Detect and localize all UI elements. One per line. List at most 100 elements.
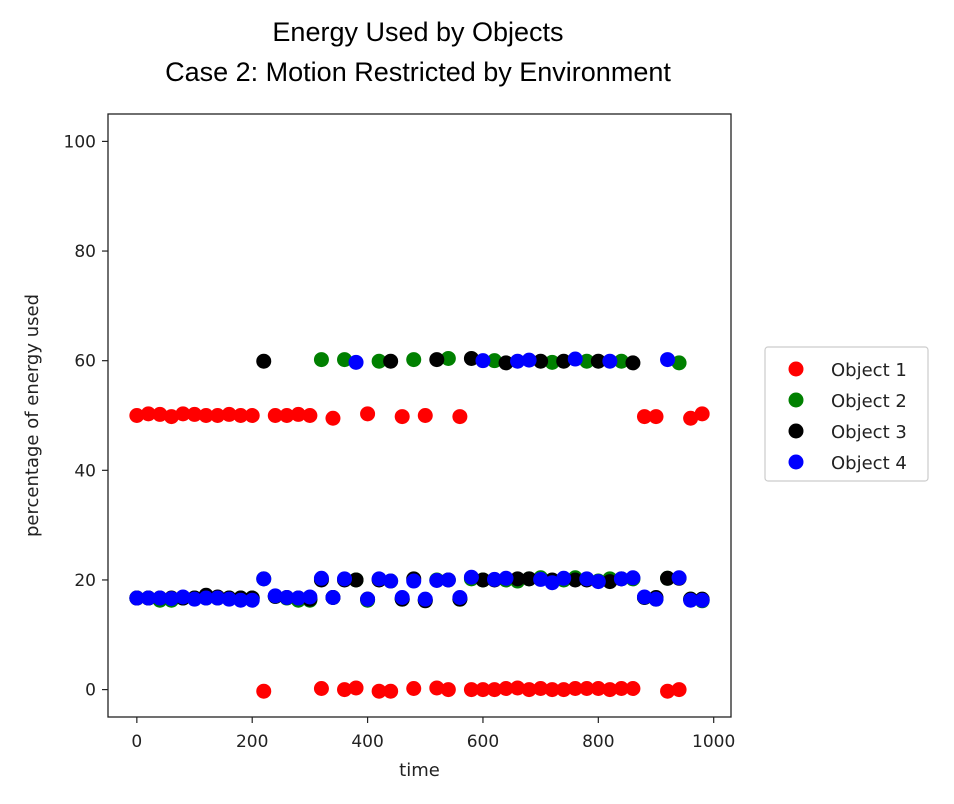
object-1-point [302, 408, 318, 423]
object-4-point [602, 353, 618, 369]
object-1-point [556, 682, 572, 698]
data-points [129, 350, 710, 699]
object-3-point [429, 352, 445, 368]
x-tick-label: 200 [236, 732, 268, 752]
object-1-point [452, 409, 468, 425]
object-4-point [244, 592, 260, 608]
object-4-point [348, 354, 364, 370]
object-1-point [163, 409, 179, 425]
object-1-point [636, 409, 652, 425]
object-3-point [521, 571, 537, 587]
object-1-point [290, 406, 306, 422]
object-1-point [394, 409, 410, 425]
object-3-point [498, 355, 514, 371]
object-4-point [233, 592, 249, 608]
object-3-point [556, 353, 572, 369]
object-4-point [210, 590, 226, 606]
legend-label-object-4: Object 4 [831, 453, 907, 474]
chart-title: Energy Used by Objects [272, 17, 564, 47]
object-4-point [406, 573, 422, 589]
object-1-point [244, 408, 260, 423]
object-4-point [510, 353, 526, 369]
object-4-point [648, 591, 664, 607]
y-tick-label: 60 [74, 352, 96, 372]
chart-subtitle: Case 2: Motion Restricted by Environment [165, 57, 671, 87]
x-tick-label: 1000 [692, 732, 735, 752]
object-4-point [175, 589, 191, 605]
object-1-point [590, 680, 606, 696]
object-1-point [360, 406, 376, 422]
object-2-point [313, 352, 329, 368]
object-1-point [579, 680, 595, 696]
object-4-point [590, 574, 606, 590]
object-4-point [556, 570, 572, 586]
object-4-point [140, 590, 156, 606]
object-1-point [279, 408, 295, 423]
object-4-point [521, 352, 537, 368]
object-2-point [371, 353, 387, 369]
object-4-point [579, 571, 595, 587]
y-tick-label: 100 [64, 132, 96, 152]
object-3-point [475, 572, 491, 588]
object-4-point [417, 591, 433, 607]
legend-label-object-1: Object 1 [831, 360, 907, 381]
object-1-point [660, 683, 676, 699]
object-4-point [463, 569, 479, 585]
object-1-point [313, 680, 329, 696]
x-tick-label: 600 [467, 732, 499, 752]
object-4-point [360, 591, 376, 607]
object-4-point [544, 575, 560, 591]
object-1-point [440, 682, 456, 698]
object-4-point [429, 573, 445, 589]
object-1-point [671, 682, 687, 698]
object-1-point [383, 683, 399, 699]
object-4-point [475, 353, 491, 369]
object-2-point [486, 353, 502, 369]
object-2-point [337, 352, 353, 368]
object-4-point [671, 570, 687, 586]
object-3-point [660, 570, 676, 586]
object-2-point [579, 353, 595, 369]
object-4-point [267, 588, 283, 604]
object-4-point [567, 351, 583, 367]
y-tick-label: 80 [74, 242, 96, 262]
object-4-point [302, 589, 318, 605]
legend-marker-object-1 [788, 361, 804, 377]
object-1-point [256, 683, 272, 699]
object-1-point [602, 682, 618, 698]
object-1-point [567, 680, 583, 696]
x-tick-label: 0 [131, 732, 142, 752]
object-3-point [625, 355, 641, 371]
object-1-point [498, 680, 514, 696]
object-3-point [602, 574, 618, 590]
object-3-point [567, 572, 583, 588]
object-4-point [498, 570, 514, 586]
object-4-point [198, 590, 214, 606]
object-1-point [486, 682, 502, 698]
legend-marker-object-2 [788, 392, 804, 408]
object-4-point [440, 572, 456, 588]
object-4-point [290, 590, 306, 606]
y-tick-label: 20 [74, 571, 96, 591]
object-1-point [152, 406, 168, 422]
x-axis-label: time [399, 760, 440, 781]
object-4-point [625, 570, 641, 586]
object-1-point [198, 408, 214, 423]
legend: Object 1 Object 2 Object 3 Object 4 [764, 346, 929, 482]
object-1-point [648, 409, 664, 425]
object-1-point [221, 406, 237, 422]
object-1-point [510, 680, 526, 696]
object-3-point [463, 350, 479, 366]
object-1-point [463, 682, 479, 698]
object-4-point [694, 592, 710, 608]
object-2-point [613, 353, 629, 369]
object-1-point [694, 406, 710, 422]
legend-marker-object-3 [788, 423, 804, 439]
object-4-point [452, 589, 468, 605]
object-1-point [187, 406, 203, 422]
legend-marker-object-4 [788, 454, 804, 470]
object-1-point [129, 408, 145, 423]
legend-label-object-2: Object 2 [831, 391, 907, 412]
object-2-point [406, 352, 422, 368]
object-3-point [256, 353, 272, 369]
